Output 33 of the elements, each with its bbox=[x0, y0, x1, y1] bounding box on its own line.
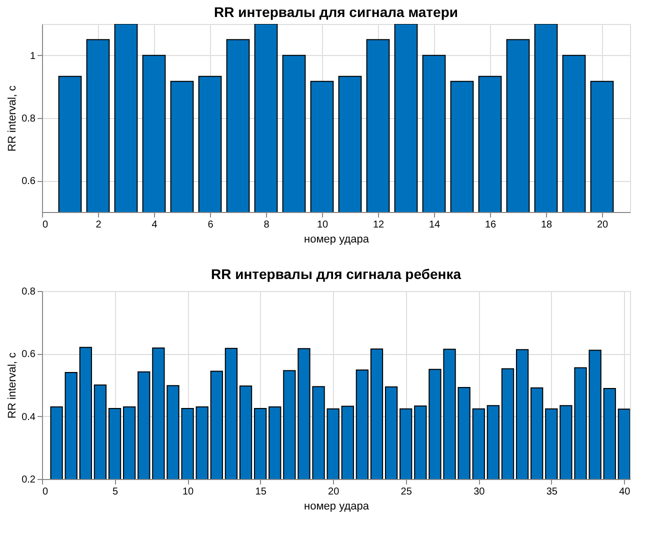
x-tick-label: 12 bbox=[372, 220, 384, 230]
y-axis-title: RR interval, c bbox=[6, 352, 19, 419]
y-axis-title: RR interval, c bbox=[6, 85, 19, 152]
chart-title: RR интервалы для сигнала матери bbox=[214, 4, 458, 20]
y-tick-label: 0.6 bbox=[22, 349, 36, 360]
x-tick-label: 15 bbox=[255, 486, 267, 498]
x-tick-label: 5 bbox=[112, 486, 118, 498]
x-tick-label: 10 bbox=[316, 220, 328, 230]
x-tick-label: 0 bbox=[42, 486, 48, 498]
x-tick-label: 18 bbox=[540, 220, 552, 230]
chart-title: RR интервалы для сигнала ребенка bbox=[210, 266, 462, 282]
y-tick-label: 0.6 bbox=[22, 176, 36, 188]
x-tick-label: 6 bbox=[208, 220, 214, 230]
x-axis-title: номер удара bbox=[304, 500, 370, 512]
y-tick-label: 0.8 bbox=[22, 114, 36, 124]
y-tick-label: 0.4 bbox=[22, 412, 36, 423]
x-tick-label: 20 bbox=[596, 220, 608, 230]
x-tick-label: 40 bbox=[619, 486, 631, 498]
x-tick-label: 30 bbox=[474, 486, 486, 498]
y-tick-label: 0.2 bbox=[22, 474, 36, 486]
y-tick-label: 0.8 bbox=[22, 286, 36, 298]
x-tick-label: 0 bbox=[42, 220, 48, 230]
x-tick-label: 2 bbox=[96, 220, 102, 230]
x-tick-label: 16 bbox=[484, 220, 496, 230]
x-tick-label: 35 bbox=[546, 486, 558, 498]
x-axis-title: номер удара bbox=[304, 234, 370, 246]
y-tick-label: 1 bbox=[30, 50, 36, 62]
x-tick-label: 25 bbox=[400, 486, 412, 498]
x-tick-label: 20 bbox=[328, 486, 340, 498]
x-tick-label: 8 bbox=[264, 220, 270, 230]
x-tick-label: 10 bbox=[182, 486, 194, 498]
x-tick-label: 4 bbox=[152, 220, 158, 230]
x-tick-label: 14 bbox=[428, 220, 440, 230]
